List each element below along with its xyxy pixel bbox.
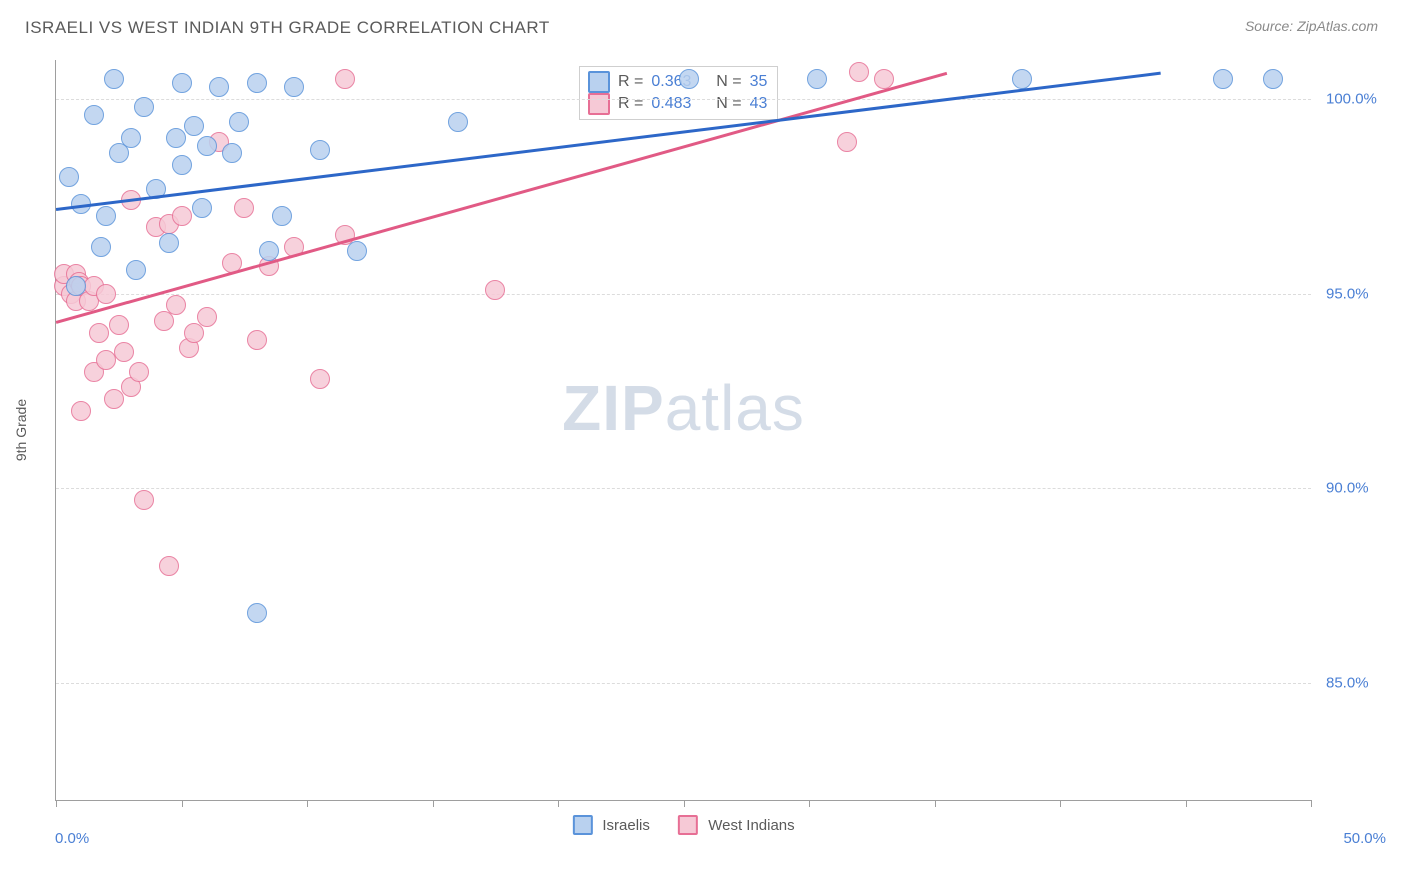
data-point: [807, 69, 827, 89]
legend-label-west-indians: West Indians: [708, 817, 794, 834]
x-tick: [433, 800, 434, 807]
data-point: [159, 233, 179, 253]
swatch-west-indians: [588, 93, 610, 115]
series-legend: Israelis West Indians: [572, 815, 794, 835]
x-tick: [558, 800, 559, 807]
data-point: [347, 241, 367, 261]
data-point: [1012, 69, 1032, 89]
y-tick-label: 90.0%: [1326, 480, 1396, 497]
data-point: [172, 73, 192, 93]
swatch-west-indians-bottom: [678, 815, 698, 835]
y-tick-label: 85.0%: [1326, 675, 1396, 692]
gridline: [56, 99, 1311, 100]
data-point: [229, 112, 249, 132]
r-value-west-indians: 0.483: [651, 93, 691, 115]
chart-title: ISRAELI VS WEST INDIAN 9TH GRADE CORRELA…: [25, 18, 550, 38]
data-point: [129, 362, 149, 382]
data-point: [91, 237, 111, 257]
data-point: [284, 77, 304, 97]
gridline: [56, 683, 1311, 684]
data-point: [109, 315, 129, 335]
n-label: N =: [716, 71, 741, 93]
data-point: [247, 73, 267, 93]
y-tick-label: 95.0%: [1326, 285, 1396, 302]
data-point: [335, 69, 355, 89]
x-tick: [809, 800, 810, 807]
data-point: [96, 284, 116, 304]
x-tick: [56, 800, 57, 807]
n-label: N =: [716, 93, 741, 115]
data-point: [166, 295, 186, 315]
data-point: [1213, 69, 1233, 89]
gridline: [56, 488, 1311, 489]
data-point: [114, 342, 134, 362]
data-point: [197, 307, 217, 327]
data-point: [448, 112, 468, 132]
data-point: [59, 167, 79, 187]
data-point: [89, 323, 109, 343]
data-point: [679, 69, 699, 89]
x-tick: [1311, 800, 1312, 807]
x-tick: [1186, 800, 1187, 807]
data-point: [310, 369, 330, 389]
data-point: [247, 603, 267, 623]
y-axis-label: 9th Grade: [13, 399, 29, 461]
data-point: [121, 128, 141, 148]
watermark-light: atlas: [665, 372, 805, 444]
r-label: R =: [618, 71, 643, 93]
x-axis-min-label: 0.0%: [55, 830, 89, 847]
data-point: [247, 330, 267, 350]
legend-label-israelis: Israelis: [602, 817, 650, 834]
x-tick: [182, 800, 183, 807]
data-point: [272, 206, 292, 226]
n-value-israelis: 35: [750, 71, 768, 93]
x-tick: [684, 800, 685, 807]
data-point: [134, 490, 154, 510]
data-point: [1263, 69, 1283, 89]
data-point: [184, 116, 204, 136]
legend-row-west-indians: R = 0.483 N = 43: [588, 93, 767, 115]
swatch-israelis: [588, 71, 610, 93]
x-axis-max-label: 50.0%: [1343, 830, 1386, 847]
data-point: [84, 105, 104, 125]
watermark: ZIPatlas: [562, 371, 805, 445]
data-point: [259, 241, 279, 261]
legend-row-israelis: R = 0.363 N = 35: [588, 71, 767, 93]
data-point: [104, 69, 124, 89]
data-point: [172, 206, 192, 226]
data-point: [197, 136, 217, 156]
n-value-west-indians: 43: [750, 93, 768, 115]
data-point: [104, 389, 124, 409]
plot-area: 9th Grade ZIPatlas R = 0.363 N = 35 R = …: [55, 60, 1311, 801]
data-point: [310, 140, 330, 160]
x-tick: [307, 800, 308, 807]
data-point: [71, 401, 91, 421]
x-tick: [935, 800, 936, 807]
data-point: [485, 280, 505, 300]
data-point: [166, 128, 186, 148]
data-point: [234, 198, 254, 218]
data-point: [222, 143, 242, 163]
swatch-israelis-bottom: [572, 815, 592, 835]
data-point: [837, 132, 857, 152]
data-point: [192, 198, 212, 218]
data-point: [66, 276, 86, 296]
watermark-bold: ZIP: [562, 372, 665, 444]
data-point: [126, 260, 146, 280]
data-point: [159, 556, 179, 576]
y-tick-label: 100.0%: [1326, 90, 1396, 107]
data-point: [849, 62, 869, 82]
gridline: [56, 294, 1311, 295]
data-point: [172, 155, 192, 175]
data-point: [96, 206, 116, 226]
source-attribution: Source: ZipAtlas.com: [1245, 18, 1378, 34]
r-label: R =: [618, 93, 643, 115]
data-point: [134, 97, 154, 117]
x-tick: [1060, 800, 1061, 807]
data-point: [209, 77, 229, 97]
